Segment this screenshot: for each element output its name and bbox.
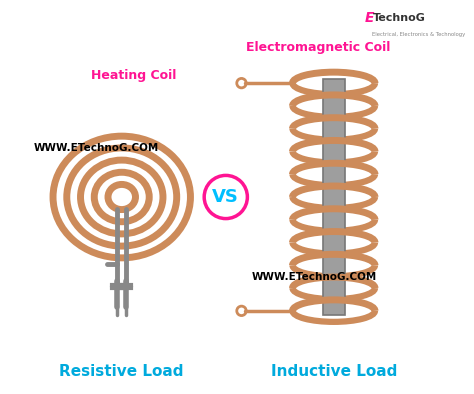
Bar: [323, 79, 345, 315]
Text: WWW.ETechnoG.COM: WWW.ETechnoG.COM: [33, 143, 159, 153]
Text: WWW.ETechnoG.COM: WWW.ETechnoG.COM: [251, 273, 376, 282]
Text: Electromagnetic Coil: Electromagnetic Coil: [246, 41, 390, 54]
Text: Heating Coil: Heating Coil: [91, 69, 176, 82]
Text: E: E: [365, 11, 374, 25]
Text: TechnoG: TechnoG: [373, 13, 426, 23]
Text: Resistive Load: Resistive Load: [60, 364, 184, 379]
Text: Electrical, Electronics & Technology: Electrical, Electronics & Technology: [372, 32, 465, 37]
Text: Inductive Load: Inductive Load: [271, 364, 397, 379]
Text: VS: VS: [212, 188, 239, 206]
